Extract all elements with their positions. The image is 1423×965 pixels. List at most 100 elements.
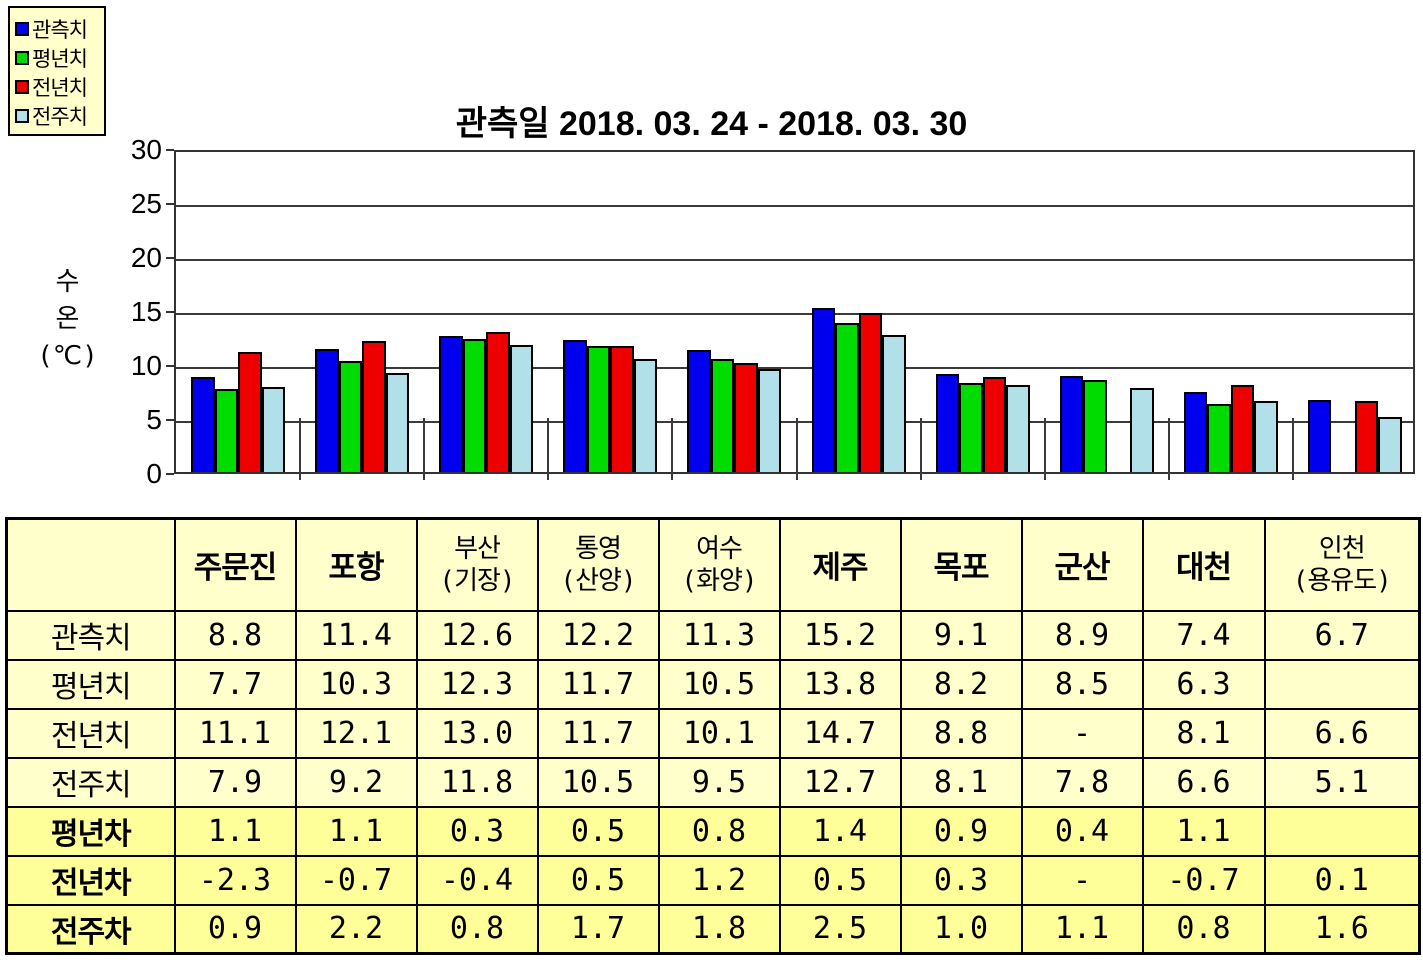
table-cell: 8.8 (173, 609, 297, 661)
category-separator-tick (671, 418, 674, 480)
category-separator-tick (1291, 418, 1294, 480)
table-cell: 7.4 (1141, 609, 1266, 661)
column-header: 제주 (778, 517, 902, 612)
category-separator-tick (547, 418, 550, 480)
bar-평년치-목포 (959, 383, 983, 472)
category-separator-tick (1043, 418, 1046, 480)
y-tick-mark (166, 203, 174, 205)
table-cell: 1.4 (778, 805, 902, 857)
table-header: 주문진 포항 부산 (기장) 통영 (산양) 여수 (화양) 제주 목포 군산 대천 인천 (용유… (5, 517, 1421, 612)
table-cell: 0.8 (1141, 903, 1266, 955)
bar-관측치-여수(화양) (687, 349, 711, 472)
row-label: 전주차 (5, 903, 176, 955)
bar-관측치-부산(기장) (439, 335, 463, 472)
bar-관측치-포항 (315, 348, 339, 472)
table-cell: 9.2 (294, 756, 418, 808)
bar-평년치-대천 (1207, 403, 1231, 472)
table-cell: 7.9 (173, 756, 297, 808)
table-cell: 1.2 (657, 854, 781, 906)
legend-swatch-icon (15, 50, 29, 65)
bar-전년치-주문진 (238, 352, 262, 472)
table-cell: 0.5 (536, 854, 660, 906)
data-table: 주문진 포항 부산 (기장) 통영 (산양) 여수 (화양) 제주 목포 군산 대천 인천 (용유… (5, 517, 1421, 955)
table-cell: 1.1 (173, 805, 297, 857)
bar-평년치-제주 (835, 322, 859, 472)
table-cell: 0.4 (1020, 805, 1144, 857)
table-cell: 13.8 (778, 658, 902, 710)
y-tick-mark (166, 149, 174, 151)
bar-평년치-통영(산양) (586, 345, 611, 472)
legend-swatch-icon (15, 21, 29, 36)
table-cell: 14.7 (778, 707, 902, 759)
table-cell: 6.7 (1263, 609, 1421, 661)
table-cell: 12.7 (778, 756, 902, 808)
table-cell: 0.8 (415, 903, 539, 955)
table-cell: 8.1 (1141, 707, 1266, 759)
bar-관측치-대천 (1183, 392, 1208, 472)
plot-area (174, 150, 1415, 480)
table-cell: 1.1 (294, 805, 418, 857)
table-cell: - (1020, 854, 1144, 906)
table-row: 전주치 7.9 9.2 11.8 10.5 9.5 12.7 8.1 7.8 6.6 5.1 (5, 756, 1421, 808)
table-cell: -0.4 (415, 854, 539, 906)
table-cell: 1.1 (1141, 805, 1266, 857)
table-cell: 7.7 (173, 658, 297, 710)
row-label: 관측치 (5, 609, 176, 661)
table-cell: 2.2 (294, 903, 418, 955)
table-cell: 6.6 (1141, 756, 1266, 808)
table-cell: 8.8 (899, 707, 1023, 759)
table-cell: 12.3 (415, 658, 539, 710)
bar-평년치-군산 (1083, 380, 1107, 472)
table-cell: 8.5 (1020, 658, 1144, 710)
y-axis-title-line: 온 (55, 304, 80, 334)
table-cell: 1.0 (899, 903, 1023, 955)
legend-item-label: 전년치 (32, 75, 88, 100)
bar-관측치-군산 (1059, 375, 1084, 472)
table-cell: 13.0 (415, 707, 539, 759)
chart-legend: 관측치 평년치 전년치 전주치 (8, 6, 106, 136)
bar-전년치-목포 (982, 376, 1007, 472)
gridline (176, 313, 1413, 315)
bar-평년치-주문진 (214, 388, 239, 472)
column-header: 부산 (기장) (415, 517, 539, 612)
table-cell: -2.3 (173, 854, 297, 906)
table-cell: 8.1 (899, 756, 1023, 808)
y-tick-label: 0 (146, 458, 162, 489)
y-tick-label: 20 (130, 242, 162, 273)
table-row: 관측치 8.8 11.4 12.6 12.2 11.3 15.2 9.1 8.9 7.4 6.7 (5, 609, 1421, 661)
table-cell: 10.5 (657, 658, 781, 710)
table-cell: 9.5 (657, 756, 781, 808)
y-tick-mark (166, 365, 174, 367)
table-cell (1263, 805, 1421, 857)
table-cell: -0.7 (294, 854, 418, 906)
bar-관측치-목포 (935, 373, 960, 472)
column-header: 군산 (1020, 517, 1144, 612)
legend-item: 평년치 (15, 43, 100, 72)
table-cell: 8.2 (899, 658, 1023, 710)
table-row: 전년치 11.1 12.1 13.0 11.7 10.1 14.7 8.8-8.1 6.6 (5, 707, 1421, 759)
bar-전주치-포항 (385, 372, 410, 472)
table-cell: 1.7 (536, 903, 660, 955)
category-separator-tick (423, 418, 426, 480)
table-cell: 0.8 (657, 805, 781, 857)
table-cell: 11.7 (536, 658, 660, 710)
bar-평년치-여수(화양) (710, 358, 735, 472)
y-tick-label: 10 (130, 350, 162, 381)
bar-전주치-제주 (882, 334, 906, 472)
y-axis-title: 수 온 (℃) (25, 264, 110, 375)
gridline (176, 259, 1413, 261)
table-cell: 11.8 (415, 756, 539, 808)
bar-전주치-부산(기장) (509, 344, 534, 472)
y-tick-label: 15 (130, 296, 162, 327)
table-cell: 5.1 (1263, 756, 1421, 808)
table-corner-cell (5, 517, 176, 612)
table-cell: 12.1 (294, 707, 418, 759)
column-header: 대천 (1141, 517, 1266, 612)
bar-전년치-대천 (1230, 384, 1255, 472)
table-cell: - (1020, 707, 1144, 759)
table-cell: 15.2 (778, 609, 902, 661)
column-header: 여수 (화양) (657, 517, 781, 612)
table-row: 전주차 0.9 2.2 0.8 1.7 1.8 2.5 1.0 1.1 0.8 1.6 (5, 903, 1421, 955)
table-cell: 12.2 (536, 609, 660, 661)
